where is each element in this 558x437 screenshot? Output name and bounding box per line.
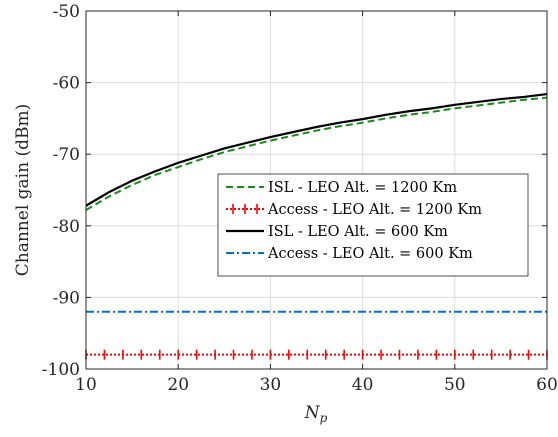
y-tick-label: -60 — [53, 74, 80, 94]
legend-label-3: ISL - LEO Alt. = 600 Km — [268, 224, 448, 240]
series-line-3 — [85, 92, 548, 207]
y-tick-label: -70 — [53, 145, 80, 165]
legend: ISL - LEO Alt. = 1200 Km Access - LEO Alt… — [217, 173, 529, 277]
x-axis-label: Np — [304, 403, 328, 425]
y-tick-label: -100 — [42, 360, 80, 380]
ticks: 10 20 30 40 50 60 -100 -90 -80 -70 -60 -50 — [42, 2, 558, 395]
x-tick-label: 40 — [352, 375, 374, 395]
y-axis-label: Channel gain (dBm) — [13, 104, 33, 276]
x-tick-label: 30 — [260, 375, 282, 395]
series-line-1 — [85, 96, 548, 211]
y-tick-label: -90 — [53, 288, 80, 308]
x-tick-label: 50 — [444, 375, 466, 395]
x-tick-label: 20 — [167, 375, 189, 395]
y-tick-label: -50 — [53, 2, 80, 22]
y-tick-label: -80 — [53, 217, 80, 237]
legend-label-2: Access - LEO Alt. = 1200 Km — [267, 202, 482, 218]
plot-frame — [85, 10, 548, 370]
x-tick-label: 60 — [536, 375, 558, 395]
plot-lines — [85, 92, 548, 360]
legend-label-1: ISL - LEO Alt. = 1200 Km — [268, 180, 457, 196]
legend-box — [217, 173, 529, 277]
x-tick-label: 10 — [75, 375, 97, 395]
legend-label-4: Access - LEO Alt. = 600 Km — [267, 246, 473, 262]
